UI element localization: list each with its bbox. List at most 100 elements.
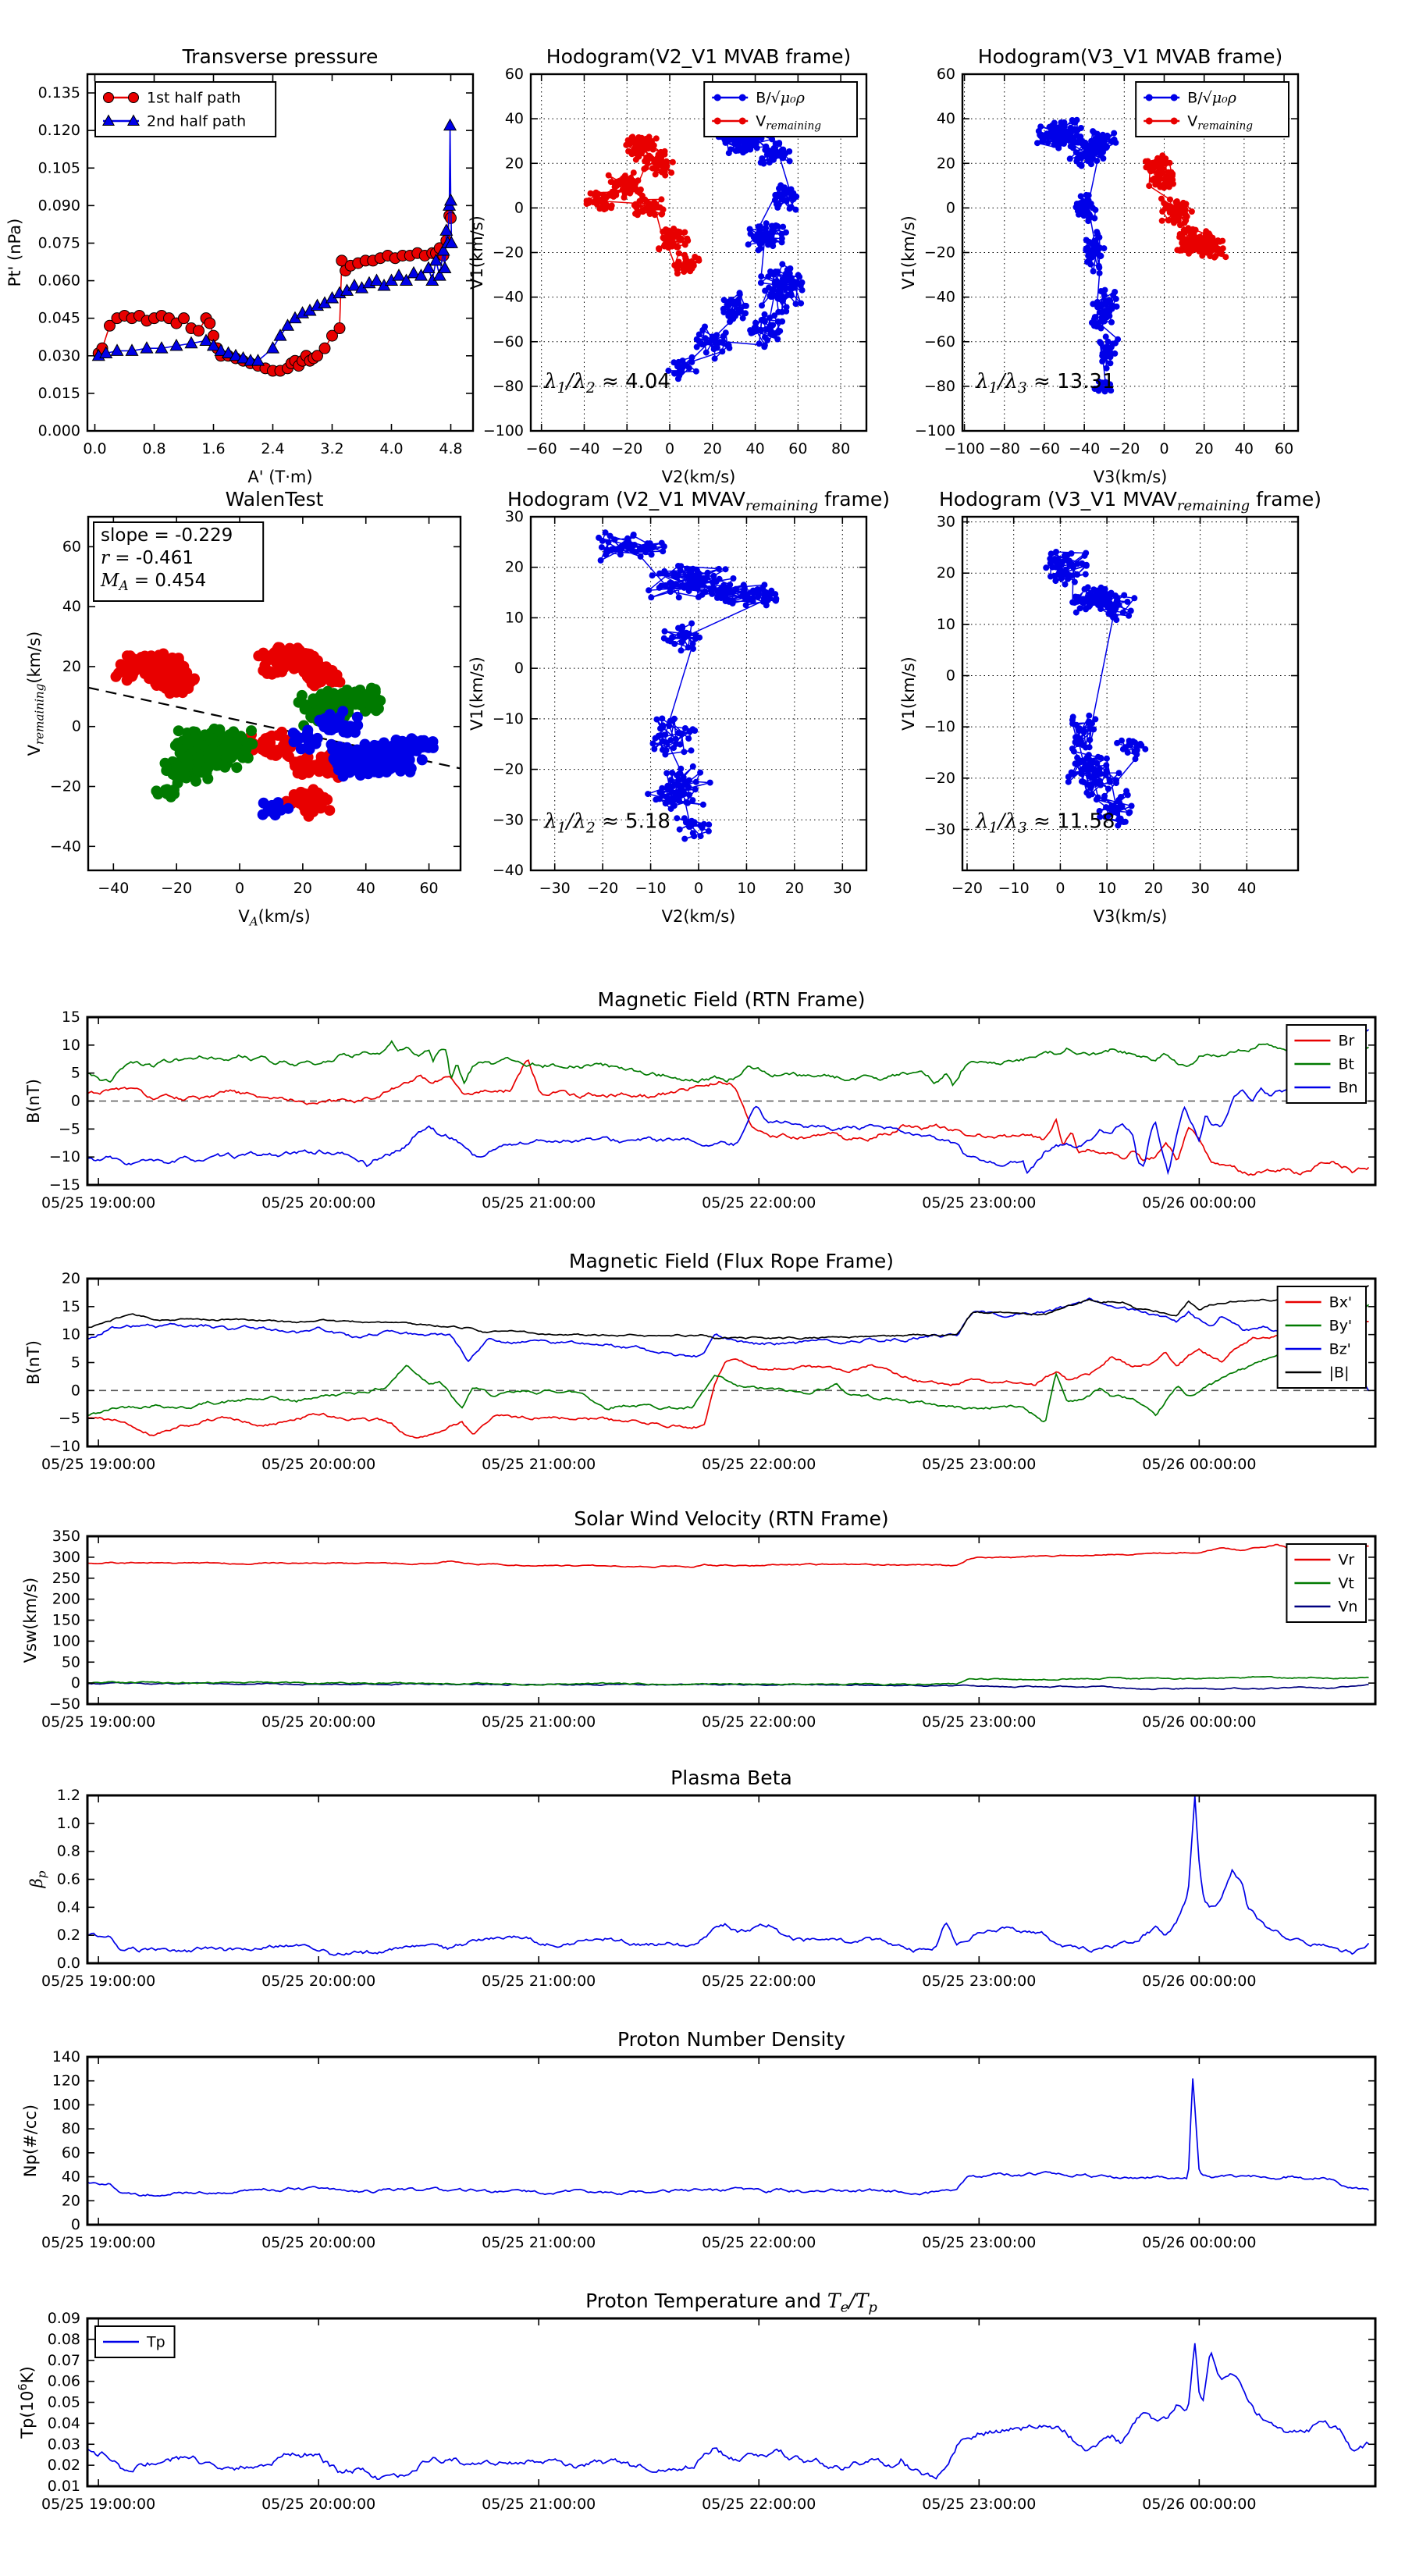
- series-0: [87, 1795, 1370, 1956]
- chart-magnetic-field-rtn: 05/25 19:00:00 05/25 20:00:00 05/25 21:00:…: [24, 988, 1377, 1212]
- y-tick-label: 0.02: [48, 2457, 80, 2474]
- y-tick-label: −30: [924, 820, 955, 838]
- series-1: [91, 118, 458, 366]
- y-tick-label: 0.06: [48, 2373, 80, 2390]
- series-0: [596, 529, 780, 842]
- y-axis-label: V1(km/s): [899, 656, 918, 731]
- series-0: [1043, 549, 1149, 829]
- series-group: [87, 1543, 1369, 1691]
- y-tick-label: 0.09: [48, 2310, 80, 2327]
- y-tick-label: −40: [924, 289, 955, 306]
- x-tick-label: 0: [1159, 440, 1168, 457]
- y-tick-label: −10: [493, 710, 524, 728]
- annotation-text: λ1/λ2 ≈ 5.18: [543, 810, 670, 837]
- y-tick-label: −20: [50, 778, 81, 795]
- legend-label: Tp: [146, 2334, 165, 2351]
- x-tick-label: 05/25 22:00:00: [702, 1713, 816, 1731]
- series-0: [665, 117, 806, 382]
- y-tick-label: 40: [505, 110, 524, 127]
- axes-frame: −60 −40 −20 0 20 40 60 80 −100 −80 −60 −40 −20 0 20 40 6…: [483, 66, 868, 457]
- y-tick-label: 0.04: [48, 2414, 80, 2432]
- y-tick-label: 1.2: [57, 1787, 80, 1804]
- y-tick-label: −80: [493, 378, 524, 395]
- y-tick-label: 0: [71, 1382, 80, 1399]
- y-axis-label: B(nT): [24, 1340, 43, 1385]
- x-tick-label: 40: [357, 880, 375, 897]
- legend: Tp: [94, 2325, 176, 2358]
- series-group: [87, 2078, 1369, 2197]
- x-tick-label: 0.0: [83, 440, 106, 457]
- y-tick-label: −100: [483, 422, 524, 439]
- y-tick-label: 0.8: [57, 1843, 80, 1860]
- y-tick-label: 250: [52, 1570, 80, 1587]
- axes-frame: 05/25 19:00:00 05/25 20:00:00 05/25 21:00:…: [41, 2048, 1377, 2251]
- chart-magnetic-field-flux-rope: 05/25 19:00:00 05/25 20:00:00 05/25 21:00:…: [24, 1250, 1377, 1473]
- y-tick-label: 10: [62, 1037, 80, 1054]
- y-tick-label: 40: [62, 2169, 80, 2186]
- x-tick-label: 0: [665, 440, 674, 457]
- x-tick-label: 05/25 19:00:00: [41, 2234, 155, 2251]
- legend-label: 1st half path: [147, 90, 240, 107]
- y-axis-label: Pt' (nPa): [5, 219, 24, 287]
- x-tick-label: 60: [788, 440, 807, 457]
- series-group: [91, 118, 458, 377]
- y-tick-label: −5: [59, 1120, 80, 1137]
- y-tick-label: 30: [937, 514, 955, 531]
- chart-transverse-pressure: 0.0 0.8 1.6 2.4 3.2 4.0 4.8 0.000 0.015 0.030 0.04…: [5, 45, 475, 486]
- x-tick-label: 40: [1235, 440, 1254, 457]
- y-tick-label: 0: [71, 2216, 80, 2233]
- y-tick-label: 15: [62, 1298, 80, 1315]
- y-tick-label: 60: [62, 2144, 80, 2161]
- axes-frame: −100 −80 −60 −40 −20 0 20 40 60 −100 −80 −60 −40 −20 0…: [915, 66, 1300, 457]
- x-tick-label: 05/25 23:00:00: [922, 2496, 1036, 2513]
- y-tick-label: 0.030: [38, 347, 80, 365]
- x-tick-label: 05/25 19:00:00: [41, 1973, 155, 1990]
- x-tick-label: 05/25 20:00:00: [261, 1973, 375, 1990]
- x-tick-label: 4.8: [439, 440, 462, 457]
- y-tick-label: 10: [937, 616, 955, 633]
- series-3: [87, 1285, 1369, 1340]
- x-tick-label: 05/25 23:00:00: [922, 1194, 1036, 1212]
- x-tick-label: 05/25 21:00:00: [482, 2234, 596, 2251]
- chart-title: Transverse pressure: [182, 45, 379, 68]
- y-tick-label: 60: [937, 66, 955, 83]
- y-axis-label: Tp(106K): [16, 2366, 37, 2439]
- y-tick-label: 0: [72, 718, 81, 735]
- axes-frame: 05/25 19:00:00 05/25 20:00:00 05/25 21:00:…: [41, 1270, 1377, 1473]
- x-tick-label: 05/25 22:00:00: [702, 1973, 816, 1990]
- y-tick-label: 1.0: [57, 1815, 80, 1832]
- annotation-text: λ1/λ2 ≈ 4.04: [543, 370, 670, 397]
- chart-proton-temperature: 05/25 19:00:00 05/25 20:00:00 05/25 21:00:…: [16, 2290, 1377, 2513]
- x-tick-label: 05/25 21:00:00: [482, 1456, 596, 1473]
- stats-line: r = -0.461: [101, 548, 194, 568]
- x-tick-label: 1.6: [201, 440, 225, 457]
- x-tick-label: 05/25 22:00:00: [702, 2234, 816, 2251]
- legend-label: B/√μ₀ρ: [756, 90, 806, 107]
- axes-frame: −30 −20 −10 0 10 20 30 −40 −30 −20 −10 0 10 20 30: [493, 508, 868, 897]
- x-tick-label: 20: [703, 440, 722, 457]
- y-axis-label: V1(km/s): [899, 215, 918, 290]
- y-axis-label: βp: [27, 1870, 49, 1888]
- x-axis-label: VA(km/s): [238, 907, 310, 929]
- y-tick-label: 0.000: [38, 422, 80, 439]
- chart-title: Magnetic Field (Flux Rope Frame): [569, 1250, 894, 1272]
- x-tick-label: 05/25 21:00:00: [482, 1973, 596, 1990]
- x-tick-label: 05/25 21:00:00: [482, 1194, 596, 1212]
- x-tick-label: 0: [694, 880, 703, 897]
- x-tick-label: −20: [611, 440, 642, 457]
- x-tick-label: 05/25 20:00:00: [261, 1713, 375, 1731]
- y-tick-label: −100: [915, 422, 955, 439]
- x-tick-label: −40: [1069, 440, 1100, 457]
- series-1: [87, 1675, 1369, 1686]
- x-tick-label: 05/25 19:00:00: [41, 1194, 155, 1212]
- chart-title: Magnetic Field (RTN Frame): [598, 988, 866, 1011]
- legend-label: Bz': [1329, 1341, 1351, 1358]
- y-tick-label: 20: [62, 658, 81, 675]
- y-tick-label: 20: [505, 559, 524, 576]
- x-tick-label: 30: [1190, 880, 1209, 897]
- chart-title: Plasma Beta: [670, 1767, 792, 1789]
- y-tick-label: 300: [52, 1549, 80, 1566]
- y-tick-label: −20: [493, 244, 524, 262]
- x-tick-label: 05/25 20:00:00: [261, 1456, 375, 1473]
